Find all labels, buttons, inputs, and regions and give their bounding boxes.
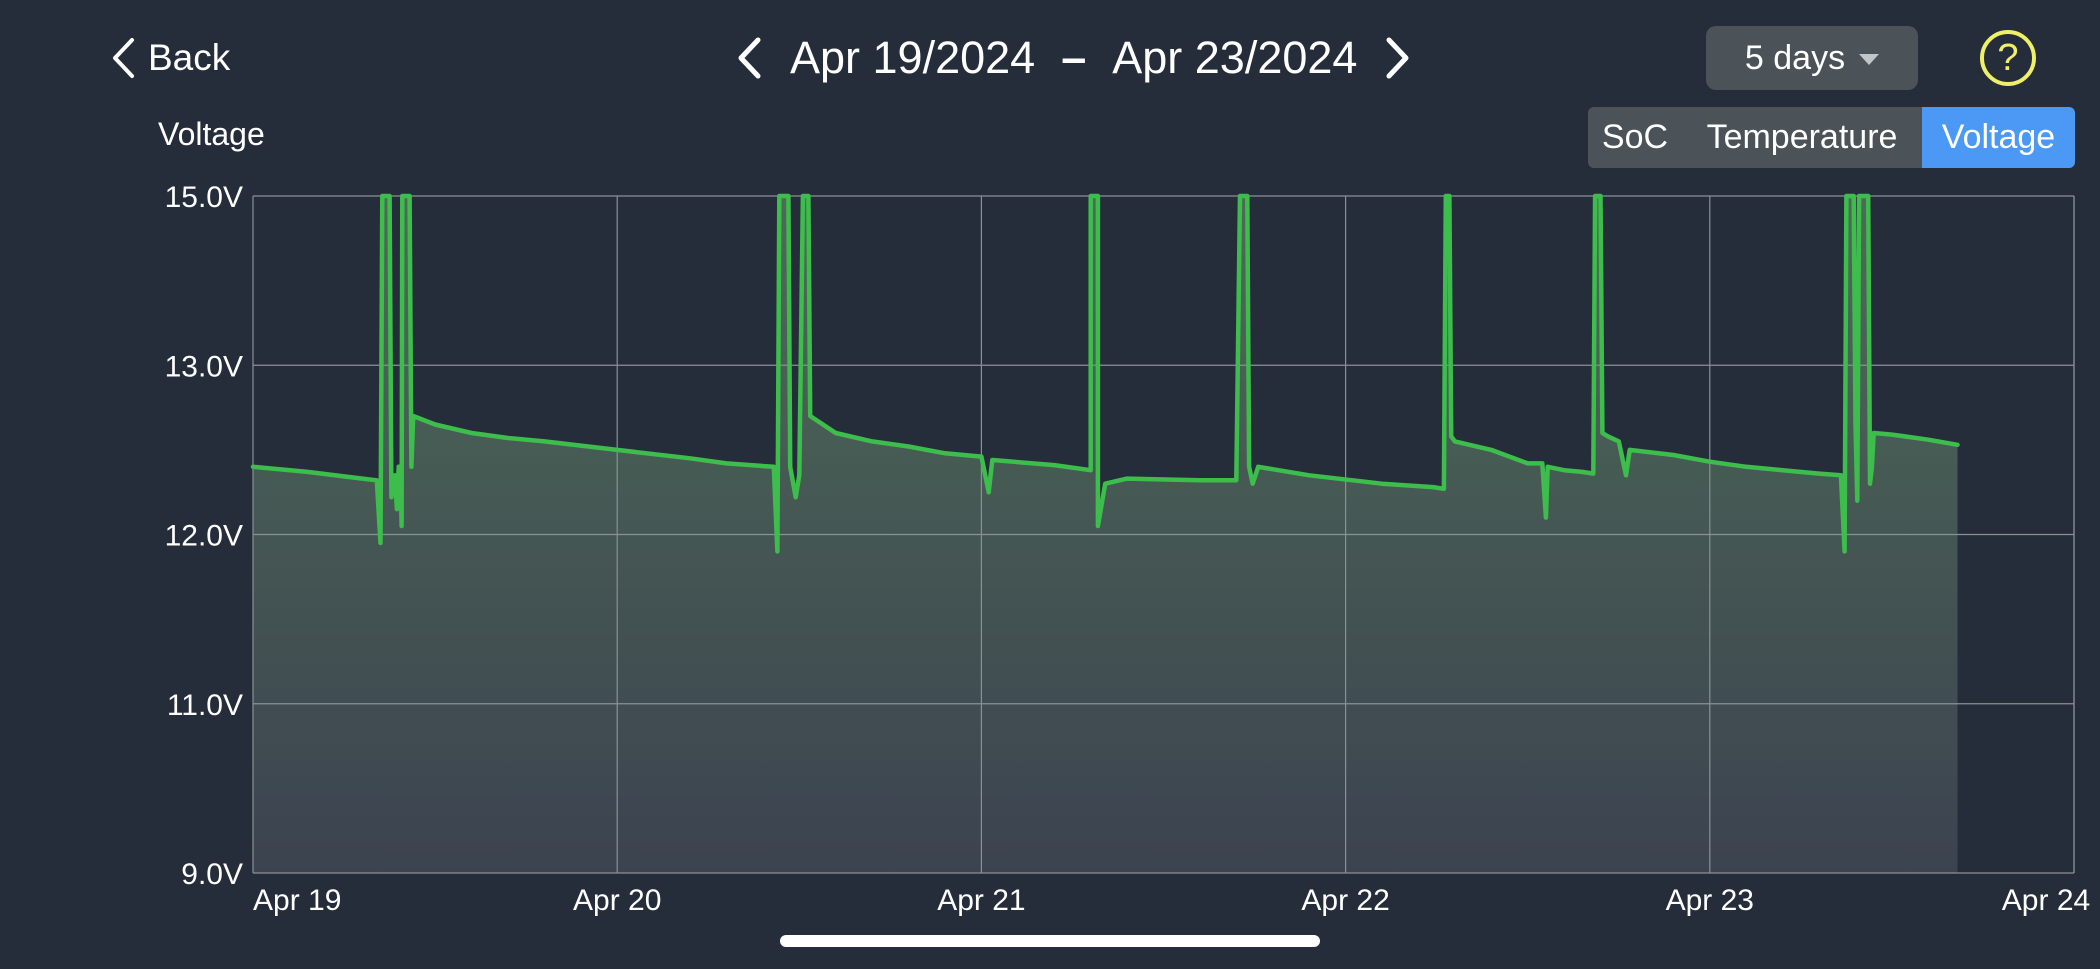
- chevron-left-icon: [113, 38, 134, 78]
- end-date: Apr 23/2024: [1112, 32, 1358, 83]
- chart-title: Voltage: [158, 116, 265, 152]
- x-tick-label: Apr 22: [1301, 884, 1389, 917]
- chevron-left-icon: [738, 37, 761, 79]
- tab-soc[interactable]: SoC: [1601, 118, 1669, 156]
- y-tick-label: 11.0V: [167, 689, 243, 722]
- voltage-series-line: [250, 193, 1960, 554]
- caret-down-icon: [1859, 54, 1880, 65]
- previous-range-button[interactable]: [730, 30, 770, 86]
- tab-temperature[interactable]: Temperature: [1706, 118, 1898, 156]
- back-button[interactable]: Back: [110, 30, 230, 86]
- range-select-value: 5 days: [1744, 38, 1846, 77]
- start-date: Apr 19/2024: [790, 32, 1036, 83]
- back-label: Back: [148, 37, 231, 78]
- help-button[interactable]: ?: [1980, 30, 2036, 86]
- tab-voltage[interactable]: Voltage: [1922, 107, 2075, 168]
- y-tick-label: 15.0V: [165, 181, 243, 214]
- x-tick-label: Apr 19: [253, 884, 341, 917]
- home-indicator: [780, 935, 1320, 947]
- x-tick-label: Apr 20: [573, 884, 661, 917]
- x-tick-label: Apr 24: [2002, 884, 2090, 917]
- y-tick-label: 9.0V: [181, 858, 243, 891]
- next-range-button[interactable]: [1377, 30, 1417, 86]
- range-select[interactable]: 5 days: [1706, 26, 1918, 90]
- y-tick-label: 12.0V: [165, 520, 243, 553]
- date-range-nav: Apr 19/2024 – Apr 23/2024: [730, 26, 1417, 90]
- metric-tabs: SoC Temperature Voltage: [1588, 107, 2075, 168]
- chevron-right-icon: [1386, 37, 1409, 79]
- date-separator: –: [1061, 32, 1087, 83]
- x-tick-label: Apr 21: [937, 884, 1025, 917]
- question-mark-icon: ?: [1997, 36, 2019, 79]
- x-tick-label: Apr 23: [1666, 884, 1754, 917]
- y-tick-label: 13.0V: [165, 350, 243, 383]
